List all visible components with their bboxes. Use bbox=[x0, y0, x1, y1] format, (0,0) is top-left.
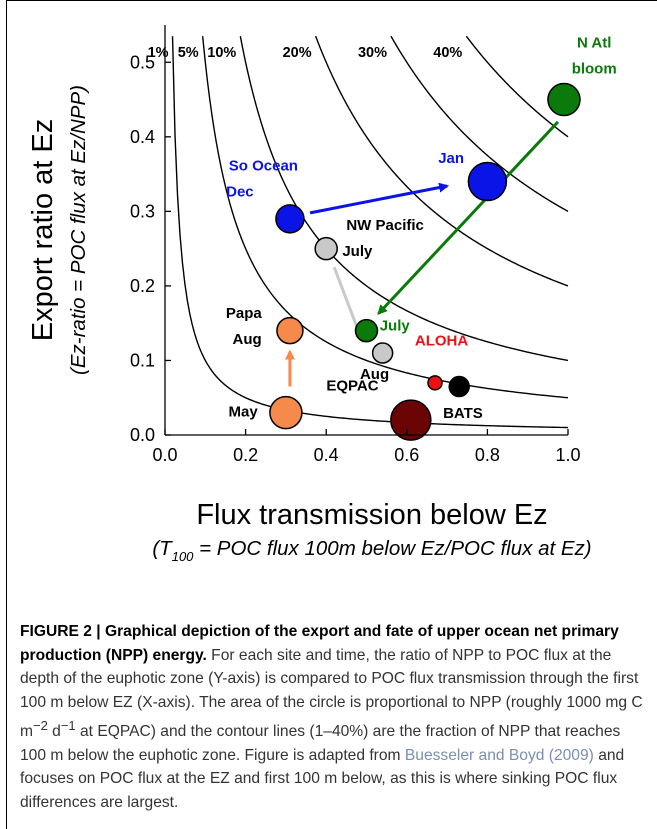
contour-6 bbox=[465, 35, 569, 138]
contour-label-6: 40% bbox=[433, 45, 462, 61]
x-tick-label: 0.2 bbox=[233, 445, 258, 465]
contour-label-1: 1% bbox=[148, 45, 169, 61]
y-axis-subtitle: (Ez-ratio = POC flux at Ez/NPP) bbox=[67, 85, 90, 375]
point-label-3: Jan bbox=[438, 150, 464, 167]
x-axis-title: Flux transmission below Ez bbox=[196, 499, 547, 531]
data-point-1 bbox=[275, 204, 305, 234]
contour-4 bbox=[314, 35, 569, 287]
x-axis-subtitle-pre: (T bbox=[152, 537, 173, 560]
x-tick-label: 0.4 bbox=[314, 445, 339, 465]
point-label-7: bloom bbox=[572, 60, 617, 77]
arrow-2 bbox=[377, 120, 560, 315]
point-label-13: EQPAC bbox=[326, 377, 378, 394]
x-ticks: 0.0 0.2 0.4 0.6 0.8 1.0 bbox=[152, 429, 581, 465]
contour-5 bbox=[390, 35, 569, 212]
point-label-5: July bbox=[342, 243, 373, 260]
point-label-9: Papa bbox=[226, 305, 263, 322]
x-tick-label: 0.0 bbox=[152, 445, 177, 465]
point-labels: So Ocean Dec Jan NW Pacific July N Atl bloom Ju… bbox=[226, 34, 617, 421]
y-tick-label: 0.0 bbox=[130, 425, 155, 445]
data-point-4 bbox=[371, 342, 394, 364]
figure-frame-top bbox=[6, 0, 657, 1]
point-label-2: Dec bbox=[226, 183, 254, 200]
y-tick-label: 0.2 bbox=[130, 276, 155, 296]
caption-lead: FIGURE 2 | Graphical depiction of the ex… bbox=[20, 623, 619, 664]
contour-lines bbox=[171, 35, 569, 429]
y-tick-label: 0.1 bbox=[130, 350, 155, 370]
point-label-15: May bbox=[229, 403, 259, 420]
data-point-11 bbox=[448, 375, 470, 398]
contour-label-2: 5% bbox=[178, 45, 199, 61]
figure-caption: FIGURE 2 | Graphical depiction of the ex… bbox=[20, 620, 646, 814]
point-label-11: Aug bbox=[360, 366, 389, 383]
contour-1 bbox=[171, 36, 569, 429]
data-point-10 bbox=[427, 375, 443, 391]
point-label-12: ALOHA bbox=[415, 333, 468, 350]
data-point-3 bbox=[314, 236, 338, 261]
y-axis-title: Export ratio at Ez bbox=[27, 119, 59, 341]
caption-text-2: d bbox=[47, 723, 61, 741]
y-ticks: 0.0 0.1 0.2 0.3 0.4 0.5 bbox=[130, 52, 171, 445]
x-tick-label: 1.0 bbox=[555, 445, 580, 465]
contour-label-3: 10% bbox=[207, 45, 236, 61]
y-tick-label: 0.5 bbox=[130, 52, 155, 72]
caption-reference-link[interactable]: Buesseler and Boyd (2009) bbox=[404, 746, 594, 764]
contour-label-5: 30% bbox=[358, 45, 387, 61]
x-axis-subtitle-post: = POC flux 100m below Ez/POC flux at Ez) bbox=[193, 537, 591, 560]
contour-3 bbox=[239, 36, 569, 362]
point-label-14: BATS bbox=[443, 405, 483, 422]
point-label-1: So Ocean bbox=[229, 157, 298, 174]
caption-text-4: and focuses on POC flux at the EZ and fi… bbox=[20, 746, 625, 811]
data-points bbox=[269, 82, 581, 441]
caption-text-1: For each site and time, the ratio of NPP… bbox=[20, 646, 643, 741]
contour-2 bbox=[201, 36, 569, 399]
point-label-10: Aug bbox=[233, 331, 262, 348]
x-axis-subtitle-sub: 100 bbox=[172, 549, 194, 564]
x-tick-label: 0.8 bbox=[475, 445, 500, 465]
point-label-4: NW Pacific bbox=[346, 217, 424, 234]
caption-sup-2: −1 bbox=[60, 718, 76, 733]
data-point-7 bbox=[276, 316, 304, 345]
data-point-6 bbox=[354, 318, 379, 343]
x-tick-label: 0.6 bbox=[394, 445, 419, 465]
data-point-9 bbox=[390, 399, 432, 441]
arrow-1 bbox=[309, 182, 450, 215]
data-point-8 bbox=[269, 395, 303, 430]
caption-sup-1: −2 bbox=[33, 718, 48, 733]
point-label-6: N Atl bbox=[577, 34, 611, 51]
x-axis-subtitle: (T100 = POC flux 100m below Ez/POC flux … bbox=[152, 537, 591, 564]
data-point-5 bbox=[547, 82, 581, 117]
contour-labels: 1% 5% 10% 20% 30% 40% bbox=[148, 45, 463, 61]
contour-label-4: 20% bbox=[283, 45, 312, 61]
data-point-2 bbox=[467, 161, 508, 202]
y-tick-label: 0.3 bbox=[130, 201, 155, 221]
y-tick-label: 0.4 bbox=[130, 127, 155, 147]
caption-text-3: at EQPAC) and the contour lines (1–40%) … bbox=[20, 723, 621, 764]
scatter-chart: 1% 5% 10% 20% 30% 40% So Ocean Dec Jan NW Pacifi… bbox=[27, 25, 617, 564]
point-label-8: July bbox=[380, 318, 411, 335]
figure-frame-left bbox=[6, 0, 7, 829]
axes bbox=[164, 25, 568, 436]
